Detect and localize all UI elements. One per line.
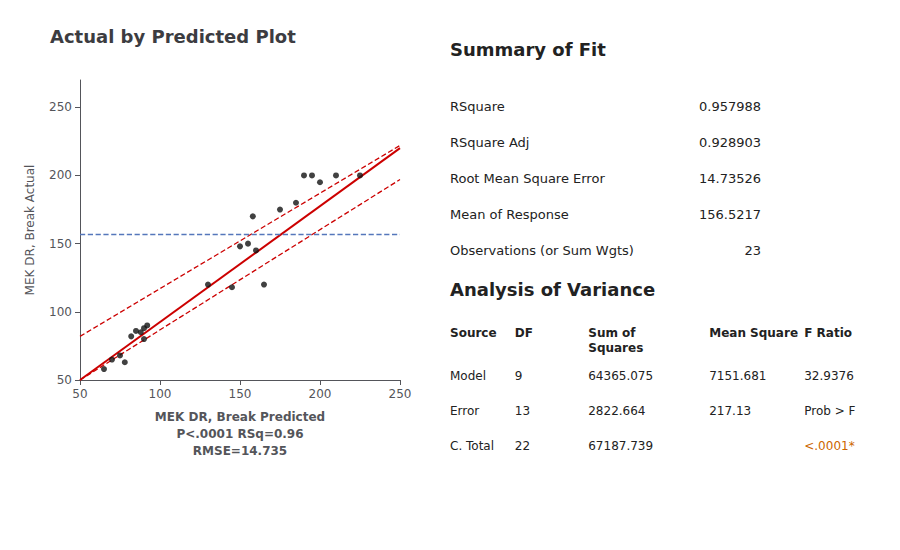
svg-text:0.957988: 0.957988 [699,99,761,114]
svg-text:150: 150 [229,387,252,401]
svg-text:Mean of Response: Mean of Response [450,207,569,222]
svg-text:MEK DR, Break Predicted: MEK DR, Break Predicted [155,410,325,424]
svg-text:MEK DR, Break Actual: MEK DR, Break Actual [23,165,37,296]
svg-text:14.73526: 14.73526 [699,171,761,186]
svg-text:P<.0001 RSq=0.96: P<.0001 RSq=0.96 [176,427,303,441]
svg-text:Source: Source [450,326,497,340]
svg-text:23: 23 [744,243,761,258]
svg-text:32.9376: 32.9376 [804,369,854,383]
svg-text:Analysis of Variance: Analysis of Variance [450,279,655,300]
svg-text:Actual by Predicted Plot: Actual by Predicted Plot [50,26,296,47]
svg-text:Observations (or Sum Wgts): Observations (or Sum Wgts) [450,243,634,258]
svg-text:100: 100 [49,305,72,319]
svg-text:250: 250 [389,387,412,401]
svg-text:Root Mean Square Error: Root Mean Square Error [450,171,605,186]
svg-text:DF: DF [515,326,533,340]
svg-text:50: 50 [72,387,87,401]
svg-text:RSquare: RSquare [450,99,505,114]
svg-text:150: 150 [49,237,72,251]
svg-text:217.13: 217.13 [709,404,751,418]
svg-text:RMSE=14.735: RMSE=14.735 [193,444,287,458]
svg-text:Error: Error [450,404,479,418]
svg-text:7151.681: 7151.681 [709,369,766,383]
svg-text:50: 50 [57,373,72,387]
svg-text:13: 13 [515,404,530,418]
svg-text:0.928903: 0.928903 [699,135,761,150]
svg-text:C. Total: C. Total [450,439,494,453]
svg-text:156.5217: 156.5217 [699,207,761,222]
svg-text:100: 100 [149,387,172,401]
svg-text:RSquare Adj: RSquare Adj [450,135,529,150]
svg-text:64365.075: 64365.075 [588,369,653,383]
svg-text:22: 22 [515,439,530,453]
svg-text:2822.664: 2822.664 [588,404,645,418]
svg-text:Model: Model [450,369,486,383]
svg-text:9: 9 [515,369,523,383]
svg-text:Sum of: Sum of [588,326,636,340]
svg-text:200: 200 [49,168,72,182]
svg-text:250: 250 [49,100,72,114]
svg-text:67187.739: 67187.739 [588,439,653,453]
svg-text:Mean Square: Mean Square [709,326,798,340]
svg-text:Summary of Fit: Summary of Fit [450,39,606,60]
svg-text:<.0001*: <.0001* [804,439,854,453]
svg-text:F Ratio: F Ratio [804,326,852,340]
svg-text:Squares: Squares [588,341,643,355]
svg-text:Prob > F: Prob > F [804,404,855,418]
svg-text:200: 200 [309,387,332,401]
